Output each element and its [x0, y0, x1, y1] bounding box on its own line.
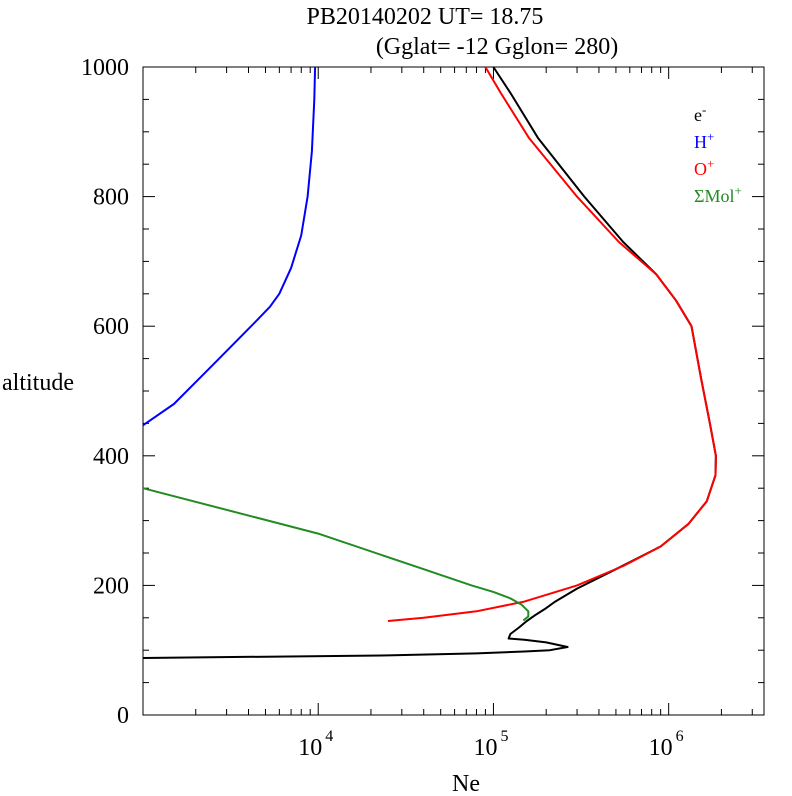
chart-subtitle: (Gglat= -12 Gglon= 280) — [376, 34, 618, 60]
x-tick-label-exponent: 4 — [325, 728, 333, 745]
x-axis-label: Ne — [452, 771, 480, 796]
y-tick-label: 400 — [93, 444, 129, 470]
legend-entry: H+ — [694, 129, 714, 152]
legend-entry: O+ — [694, 156, 714, 179]
y-tick-label: 1000 — [81, 55, 129, 81]
legend-superscript: + — [707, 156, 714, 171]
x-tick-label: 10 — [473, 735, 497, 761]
y-tick-label: 0 — [117, 703, 129, 729]
series-line-1 — [142, 66, 317, 427]
legend-superscript: + — [734, 183, 741, 198]
plot-frame — [142, 66, 765, 716]
series-line-2 — [387, 66, 717, 622]
axis-ticks — [142, 66, 764, 716]
y-axis-label: altitude — [2, 370, 74, 396]
series-line-3 — [142, 487, 530, 622]
y-tick-label: 600 — [93, 314, 129, 340]
series-line-0 — [142, 66, 717, 659]
x-tick-label-exponent: 5 — [500, 728, 508, 745]
legend-superscript: - — [702, 102, 706, 117]
chart-title: PB20140202 UT= 18.75 — [307, 4, 544, 30]
x-tick-label-exponent: 6 — [676, 728, 684, 745]
series-lines — [142, 66, 717, 659]
y-tick-label: 200 — [93, 573, 129, 599]
y-tick-label: 800 — [93, 185, 129, 211]
legend: e- H+ O+ ΣMol+ — [694, 102, 742, 206]
x-tick-label: 10 — [649, 735, 673, 761]
legend-entry: e- — [694, 102, 706, 125]
legend-superscript: + — [707, 129, 714, 144]
legend-entry: ΣMol+ — [694, 183, 742, 206]
x-tick-label: 10 — [298, 735, 322, 761]
